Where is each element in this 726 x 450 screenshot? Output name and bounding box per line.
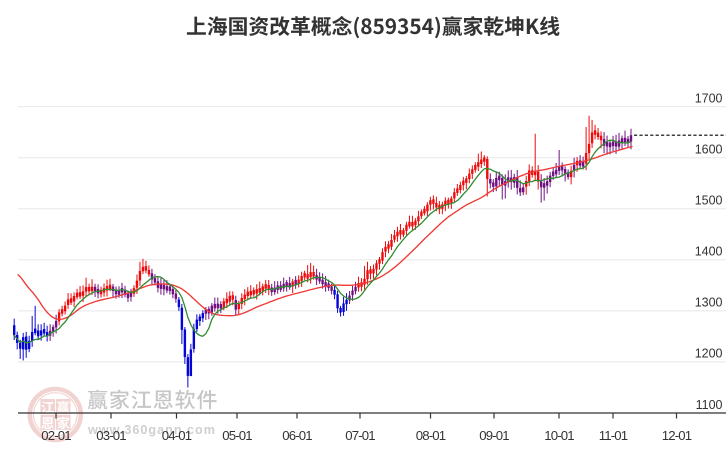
svg-text:03-01: 03-01 [96, 428, 126, 443]
svg-text:1700: 1700 [695, 91, 723, 105]
svg-text:1400: 1400 [695, 245, 723, 259]
svg-text:05-01: 05-01 [222, 428, 252, 443]
svg-text:1300: 1300 [695, 296, 723, 310]
svg-text:08-01: 08-01 [416, 428, 446, 443]
svg-text:1600: 1600 [695, 143, 723, 157]
svg-text:09-01: 09-01 [479, 428, 509, 443]
svg-text:1200: 1200 [695, 347, 723, 361]
svg-text:12-01: 12-01 [662, 428, 692, 443]
svg-text:1500: 1500 [695, 194, 723, 208]
svg-text:www.360gann.com: www.360gann.com [87, 423, 216, 437]
svg-text:04-01: 04-01 [162, 428, 192, 443]
svg-text:07-01: 07-01 [345, 428, 375, 443]
svg-text:1100: 1100 [696, 398, 723, 412]
svg-text:06-01: 06-01 [282, 428, 312, 443]
svg-text:02-01: 02-01 [41, 428, 71, 443]
svg-text:11-01: 11-01 [599, 428, 628, 443]
svg-text:10-01: 10-01 [544, 428, 574, 443]
